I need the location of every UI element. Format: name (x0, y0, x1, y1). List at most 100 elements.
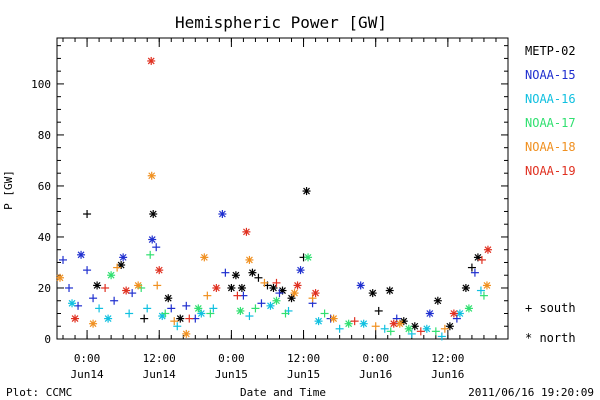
footer-timestamp: 2011/06/16 19:20:09 (468, 386, 594, 399)
marker-legend-entry: * north (525, 331, 576, 345)
marker-stroke (218, 210, 226, 218)
x-tick-label-time: 0:00 (74, 352, 101, 365)
data-point (374, 306, 383, 315)
marker-stroke (246, 256, 253, 264)
data-point (433, 296, 442, 305)
data-point (125, 309, 134, 318)
data-point (311, 289, 320, 298)
data-point (134, 281, 143, 290)
marker-stroke (273, 297, 280, 305)
y-tick-label: 80 (38, 129, 51, 142)
marker-stroke (147, 57, 155, 65)
marker-stroke (89, 320, 97, 328)
data-point (212, 283, 221, 292)
data-point (371, 322, 380, 331)
data-point (296, 266, 305, 275)
data-point (416, 327, 425, 336)
data-point (93, 281, 102, 290)
data-point (110, 296, 119, 305)
x-axis: 0:00 Jun14 12:00 Jun14 0:00 Jun15 12:00 Jun15 0:… (62, 38, 509, 381)
data-point (185, 314, 194, 323)
data-point (482, 281, 491, 290)
y-axis: 0 20 40 60 80 100 (31, 45, 508, 346)
x-tick-label-date: Jun15 (287, 368, 320, 381)
y-tick-label: 40 (38, 231, 51, 244)
plot-frame (56, 37, 509, 340)
data-point (170, 317, 179, 326)
data-point (320, 309, 329, 318)
data-point (148, 235, 157, 244)
data-point (237, 283, 246, 292)
data-point (389, 319, 398, 328)
data-point (275, 289, 284, 298)
data-point (117, 261, 126, 270)
data-point (302, 187, 311, 196)
data-point (206, 309, 215, 318)
data-point (113, 263, 122, 272)
data-point (272, 278, 281, 287)
y-axis-label: P [GW] (2, 170, 15, 210)
data-point (209, 304, 218, 313)
legend-entry: METP-02 (525, 44, 576, 58)
data-point (380, 324, 389, 333)
x-tick-label-date: Jun16 (359, 368, 392, 381)
data-point (83, 210, 92, 219)
data-point (200, 253, 209, 262)
x-tick-label-time: 0:00 (218, 352, 245, 365)
data-point (385, 286, 394, 295)
data-point (161, 309, 170, 318)
marker-stroke (465, 304, 473, 312)
marker-stroke (122, 287, 130, 294)
data-point (182, 329, 191, 338)
marker-stroke (148, 236, 156, 243)
marker-stroke (291, 289, 298, 297)
data-point (140, 314, 149, 323)
marker-stroke (107, 271, 115, 279)
data-point (143, 304, 152, 313)
chart-title: Hemispheric Power [GW] (175, 13, 387, 32)
data-point (167, 304, 176, 313)
legend-entry: NOAA-17 (525, 116, 576, 130)
data-point (155, 266, 164, 275)
data-point (233, 291, 242, 300)
data-point (464, 304, 473, 313)
y-tick-label: 20 (38, 282, 51, 295)
marker-stroke (315, 317, 323, 325)
data-point (176, 314, 185, 323)
marker-stroke (236, 307, 244, 315)
data-point (281, 309, 290, 318)
data-point (119, 253, 128, 262)
data-point (101, 283, 110, 292)
data-point (221, 268, 230, 277)
data-point (477, 255, 486, 264)
data-point (245, 312, 254, 321)
data-point (164, 294, 173, 303)
marker-stroke (345, 320, 353, 328)
marker-stroke (212, 284, 220, 292)
marker-stroke (423, 325, 431, 333)
data-point (350, 317, 359, 326)
marker-legend-entry: + south (525, 301, 576, 315)
marker-stroke (149, 210, 157, 218)
data-point (153, 281, 162, 290)
data-point (404, 324, 413, 333)
marker-stroke (249, 269, 256, 277)
data-point (254, 273, 263, 282)
marker-stroke (456, 310, 464, 317)
x-tick-label-time: 0:00 (362, 352, 389, 365)
data-point (149, 210, 158, 219)
data-point (242, 227, 251, 236)
data-point (399, 317, 408, 326)
data-point (146, 250, 155, 259)
data-point (68, 299, 77, 308)
data-point (227, 283, 236, 292)
data-point (356, 281, 365, 290)
marker-stroke (267, 302, 274, 310)
marker-stroke (396, 320, 404, 328)
marker-stroke (197, 310, 205, 317)
marker-stroke (227, 284, 235, 292)
legend-entry: NOAA-18 (525, 140, 576, 154)
x-tick-label-time: 12:00 (287, 352, 320, 365)
data-point (107, 271, 116, 280)
data-point (269, 283, 278, 292)
